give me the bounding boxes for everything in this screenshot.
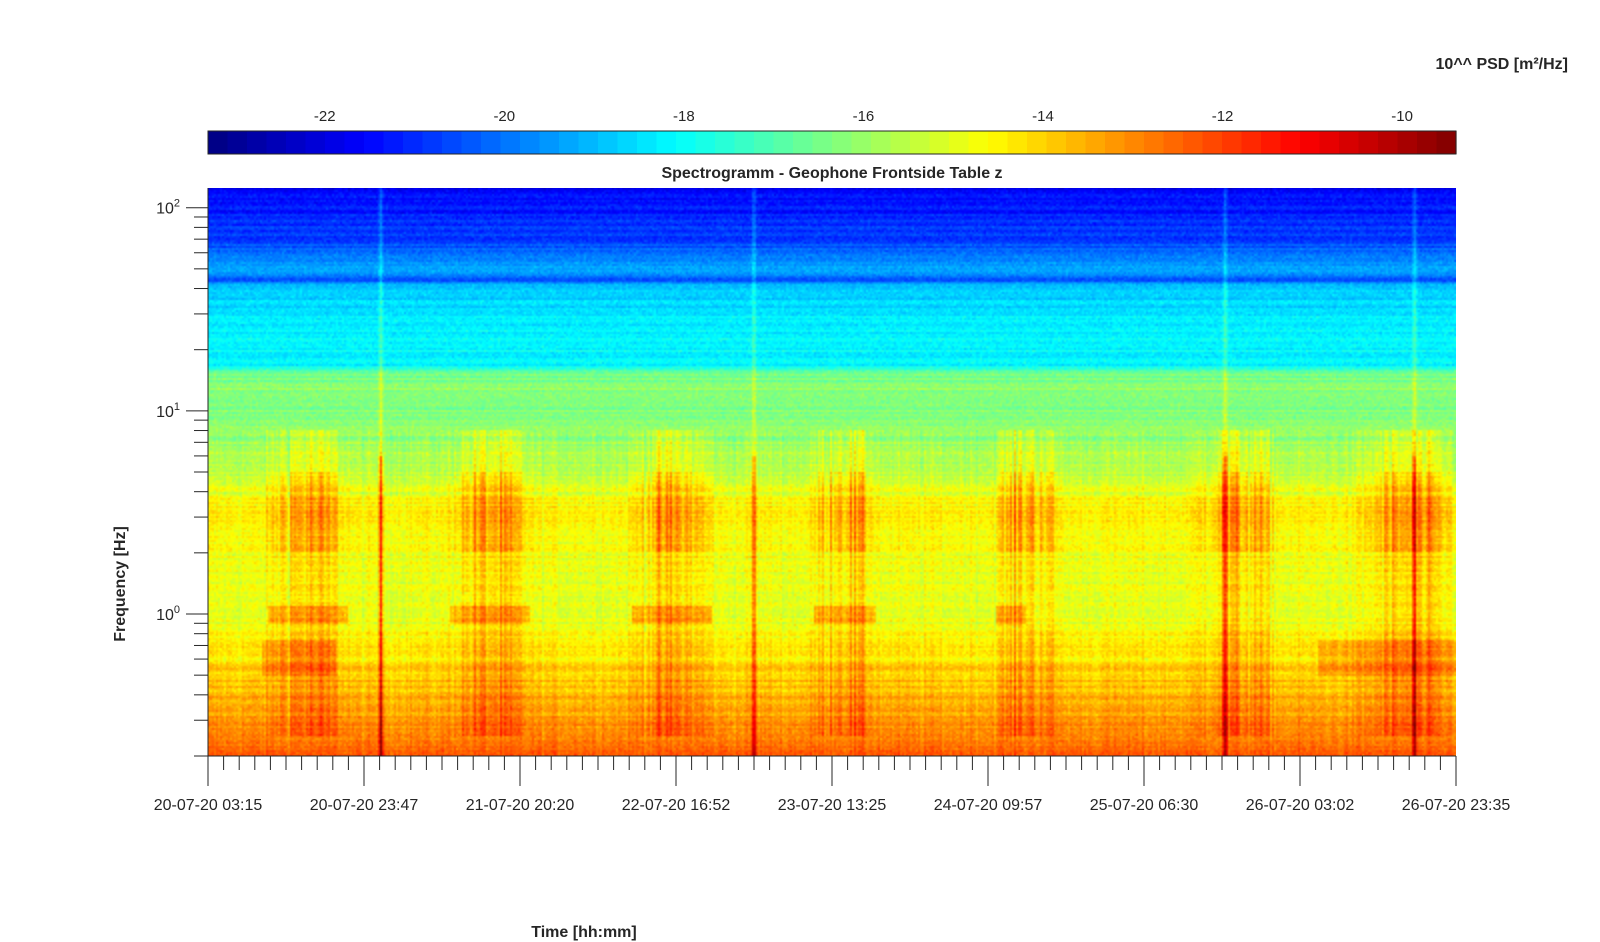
x-axis-label: Time [hh:mm] xyxy=(531,924,636,941)
colorbar-segment xyxy=(598,131,619,154)
colorbar-segment xyxy=(793,131,814,154)
colorbar-segment xyxy=(968,131,989,154)
colorbar-segment xyxy=(890,131,911,154)
colorbar-segment xyxy=(910,131,931,154)
colorbar-segment xyxy=(676,131,697,154)
x-tick-label: 26-07-20 03:02 xyxy=(1246,797,1355,814)
colorbar-segment xyxy=(832,131,853,154)
colorbar-segment xyxy=(1436,131,1457,154)
colorbar-frame xyxy=(207,130,1457,155)
colorbar-segment xyxy=(266,131,287,154)
colorbar-segment xyxy=(364,131,385,154)
colorbar-tick-label: -16 xyxy=(853,108,875,125)
colorbar-label: 10^^ PSD [m²/Hz] xyxy=(1436,56,1568,73)
colorbar-tick-labels: -22 -20 -18 -16 -14 -12 -10 xyxy=(314,108,1413,137)
colorbar-segment xyxy=(1319,131,1340,154)
colorbar-segment xyxy=(988,131,1009,154)
colorbar-tick-label: -12 xyxy=(1212,108,1234,125)
colorbar-segment xyxy=(247,131,268,154)
colorbar-segment xyxy=(734,131,755,154)
colorbar-segment xyxy=(461,131,482,154)
x-tick-label: 22-07-20 16:52 xyxy=(622,797,731,814)
colorbar-segment xyxy=(539,131,560,154)
colorbar-segment xyxy=(1046,131,1067,154)
colorbar-segment xyxy=(559,131,580,154)
x-tick-label: 24-07-20 09:57 xyxy=(934,797,1043,814)
colorbar-segment xyxy=(929,131,950,154)
colorbar-segment xyxy=(344,131,365,154)
colorbar-segment xyxy=(403,131,424,154)
colorbar-segment xyxy=(695,131,716,154)
colorbar-segment xyxy=(520,131,541,154)
colorbar-segment xyxy=(325,131,346,154)
colorbar-segment xyxy=(1066,131,1087,154)
colorbar-segment xyxy=(1027,131,1048,154)
colorbar-segment xyxy=(286,131,307,154)
x-tick-label: 25-07-20 06:30 xyxy=(1090,797,1199,814)
chart-title: Spectrogramm - Geophone Frontside Table … xyxy=(661,165,1002,182)
y-tick-label: 102 xyxy=(156,198,180,218)
x-tick-label: 26-07-20 23:35 xyxy=(1402,797,1511,814)
colorbar-segment xyxy=(1417,131,1438,154)
colorbar-segment xyxy=(383,131,404,154)
colorbar-segment xyxy=(500,131,521,154)
y-axis-label: Frequency [Hz] xyxy=(112,526,129,642)
colorbar-segment xyxy=(442,131,463,154)
colorbar-segment xyxy=(1144,131,1165,154)
colorbar-segment xyxy=(1183,131,1204,154)
colorbar-segment xyxy=(812,131,833,154)
colorbar-segment xyxy=(617,131,638,154)
colorbar-segment xyxy=(1222,131,1243,154)
colorbar-segment xyxy=(656,131,677,154)
colorbar-segment xyxy=(208,131,229,154)
colorbar-segment xyxy=(1397,131,1418,154)
y-tick-label: 100 xyxy=(156,604,180,624)
colorbar-segment xyxy=(227,131,248,154)
colorbar-segment xyxy=(1280,131,1301,154)
colorbar-segment xyxy=(1163,131,1184,154)
colorbar-segment xyxy=(422,131,443,154)
colorbar-segment xyxy=(578,131,599,154)
colorbar-segment xyxy=(851,131,872,154)
x-axis: 20-07-20 03:15 20-07-20 23:47 21-07-20 20:… xyxy=(154,755,1511,814)
colorbar-segment xyxy=(871,131,892,154)
x-tick-label: 21-07-20 20:20 xyxy=(466,797,575,814)
colorbar-tick-label: -18 xyxy=(673,108,695,125)
colorbar-segment xyxy=(1358,131,1379,154)
colorbar-segment xyxy=(1105,131,1126,154)
colorbar-segment xyxy=(773,131,794,154)
colorbar-tick-label: -14 xyxy=(1032,108,1054,125)
colorbar-segment xyxy=(1241,131,1262,154)
colorbar-segment xyxy=(637,131,658,154)
colorbar-segment xyxy=(715,131,736,154)
colorbar-segment xyxy=(754,131,775,154)
colorbar-segment xyxy=(1124,131,1145,154)
colorbar-segment xyxy=(305,131,326,154)
x-tick-label: 23-07-20 13:25 xyxy=(778,797,887,814)
colorbar-segment xyxy=(949,131,970,154)
colorbar-segment xyxy=(481,131,502,154)
colorbar-tick-label: -20 xyxy=(493,108,515,125)
colorbar-segment xyxy=(1339,131,1360,154)
colorbar xyxy=(207,130,1457,155)
spectrogram-heatmap xyxy=(208,188,1456,756)
x-tick-label: 20-07-20 03:15 xyxy=(154,797,263,814)
colorbar-segment xyxy=(1261,131,1282,154)
x-tick-label: 20-07-20 23:47 xyxy=(310,797,419,814)
y-tick-label: 101 xyxy=(156,401,180,421)
colorbar-segment xyxy=(1202,131,1223,154)
colorbar-segment xyxy=(1378,131,1399,154)
colorbar-tick-label: -10 xyxy=(1391,108,1413,125)
colorbar-segment xyxy=(1007,131,1028,154)
y-axis: 100 101 102 xyxy=(156,188,209,757)
colorbar-segment xyxy=(1085,131,1106,154)
colorbar-segment xyxy=(1300,131,1321,154)
colorbar-tick-label: -22 xyxy=(314,108,336,125)
